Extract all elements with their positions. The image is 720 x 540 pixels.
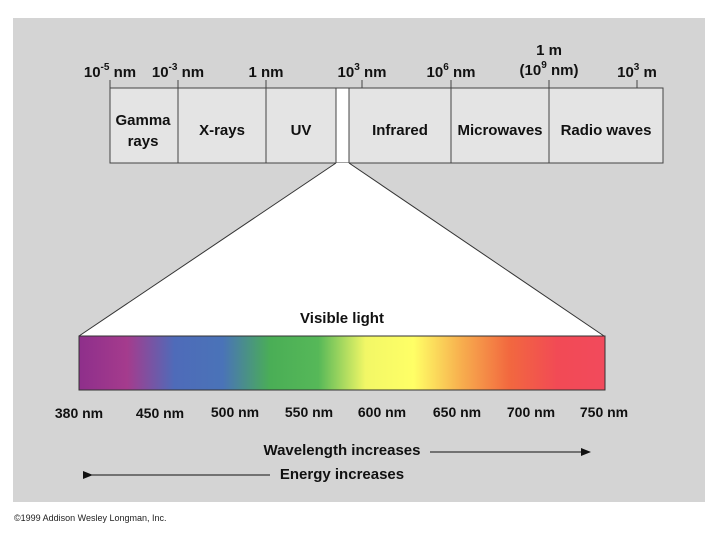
band-gamma-rays-line1: Gamma	[115, 112, 171, 129]
scale-label-1-m: 1 m	[536, 42, 562, 59]
band-bar-frame	[109, 87, 664, 164]
tick-600-nm: 600 nm	[358, 404, 406, 420]
scale-label-1e-3-nm: 10-3 nm	[152, 62, 204, 81]
band-x-rays: X-rays	[199, 122, 245, 139]
visible-light-expansion	[79, 163, 604, 336]
wavelength-increases-label: Wavelength increases	[263, 442, 420, 459]
scale-label-1e3-m: 103 m	[617, 62, 657, 81]
visible-tick-labels: 380 nm 450 nm 500 nm 550 nm 600 nm 650 n…	[55, 404, 628, 421]
tick-650-nm: 650 nm	[433, 404, 481, 420]
scale-label-1e3-nm: 103 nm	[338, 62, 387, 81]
scale-label-1e6-nm: 106 nm	[427, 62, 476, 81]
spectrum-band-bar: Gamma rays X-rays UV Infrared Microwaves…	[109, 80, 664, 164]
tick-750-nm: 750 nm	[580, 404, 628, 420]
scale-label-1-nm: 1 nm	[248, 64, 283, 81]
band-gamma-rays-line2: rays	[128, 133, 159, 150]
expansion-edge-right	[348, 162, 605, 337]
tick-500-nm: 500 nm	[211, 404, 259, 420]
scale-label-1e9-nm: (109 nm)	[520, 60, 579, 79]
scale-label-1e-5-nm: 10-5 nm	[84, 62, 136, 81]
copyright-notice: ©1999 Addison Wesley Longman, Inc.	[14, 513, 167, 523]
energy-increases-label: Energy increases	[280, 466, 404, 483]
expansion-edge-left	[78, 162, 337, 337]
tick-450-nm: 450 nm	[136, 405, 184, 421]
tick-380-nm: 380 nm	[55, 405, 103, 421]
tick-700-nm: 700 nm	[507, 404, 555, 420]
visible-light-title: Visible light	[300, 310, 384, 327]
spectrum-scale-labels: 10-5 nm 10-3 nm 1 nm 103 nm 106 nm 1 m (…	[84, 42, 657, 81]
visible-spectrum-bar	[78, 335, 606, 391]
band-radio-waves: Radio waves	[561, 122, 652, 139]
visible-band-gap	[335, 87, 350, 164]
band-uv: UV	[291, 122, 312, 139]
tick-550-nm: 550 nm	[285, 404, 333, 420]
band-infrared: Infrared	[372, 122, 428, 139]
band-microwaves: Microwaves	[457, 122, 542, 139]
